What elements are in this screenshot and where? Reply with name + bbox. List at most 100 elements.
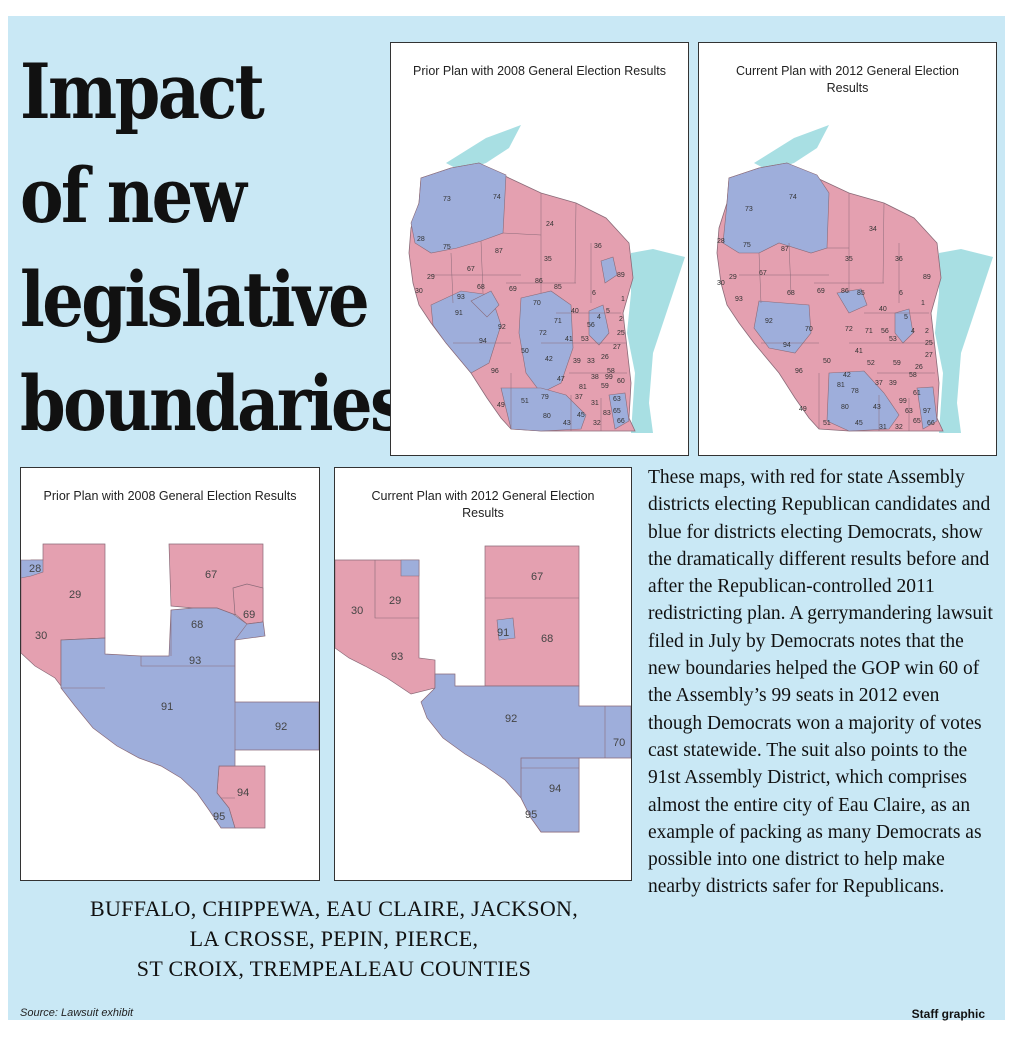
district-label: 69 xyxy=(243,609,255,621)
district-label: 26 xyxy=(601,354,609,361)
district-label: 58 xyxy=(909,372,917,379)
district-label: 29 xyxy=(69,589,81,601)
district-blue-green-bay xyxy=(600,256,618,284)
detail-map-current-labels: 29 30 93 67 91 68 92 70 94 95 xyxy=(351,571,625,821)
district-label: 29 xyxy=(389,595,401,607)
district-label: 2 xyxy=(619,316,623,323)
district-label: 56 xyxy=(881,328,889,335)
district-label: 28 xyxy=(29,563,41,575)
detail-map-prior-title: Prior Plan with 2008 General Election Re… xyxy=(43,489,297,503)
district-label: 73 xyxy=(443,196,451,203)
district-label: 43 xyxy=(873,404,881,411)
district-label: 89 xyxy=(617,272,625,279)
district-label: 68 xyxy=(787,290,795,297)
district-label: 29 xyxy=(427,274,435,281)
district-label: 39 xyxy=(573,358,581,365)
district-label: 70 xyxy=(805,326,813,333)
district-label: 25 xyxy=(617,330,625,337)
district-label: 96 xyxy=(795,368,803,375)
district-label: 71 xyxy=(554,318,562,325)
district-label: 38 xyxy=(591,374,599,381)
detail-map-prior: Prior Plan with 2008 General Election Re… xyxy=(20,467,320,881)
counties-line-2: LA CROSSE, PEPIN, PIERCE, xyxy=(189,926,479,951)
district-label: 30 xyxy=(351,605,363,617)
counties-line-1: BUFFALO, CHIPPEWA, EAU CLAIRE, JACKSON, xyxy=(90,896,578,921)
district-label: 27 xyxy=(925,352,933,359)
district-label: 59 xyxy=(601,383,609,390)
district-label: 30 xyxy=(717,280,725,287)
district-label: 67 xyxy=(205,569,217,581)
district-label: 68 xyxy=(191,619,203,631)
detail-map-current-svg: 29 30 93 67 91 68 92 70 94 95 xyxy=(335,545,631,833)
district-label: 92 xyxy=(505,713,517,725)
district-label: 61 xyxy=(913,390,921,397)
district-label: 68 xyxy=(477,284,485,291)
district-label: 42 xyxy=(545,356,553,363)
district-label: 26 xyxy=(915,364,923,371)
district-label: 32 xyxy=(895,424,903,431)
district-lines xyxy=(374,560,606,769)
district-label: 70 xyxy=(613,737,625,749)
district-label: 93 xyxy=(735,296,743,303)
detail-map-prior-svg: 28 29 30 67 68 69 93 91 92 94 95 xyxy=(21,543,319,829)
district-label: 49 xyxy=(497,402,505,409)
district-label: 1 xyxy=(921,300,925,307)
district-label: 83 xyxy=(603,410,611,417)
district-label: 47 xyxy=(557,376,565,383)
district-label: 93 xyxy=(189,655,201,667)
district-label: 68 xyxy=(541,633,553,645)
district-label: 73 xyxy=(745,206,753,213)
district-label: 58 xyxy=(607,368,615,375)
district-91 xyxy=(496,617,516,641)
state-map-current-svg: 74 73 34 28 75 87 36 29 67 35 89 30 93 6… xyxy=(716,125,993,433)
district-label: 71 xyxy=(865,328,873,335)
source-note: Source: Lawsuit exhibit xyxy=(20,1007,134,1019)
district-label: 41 xyxy=(855,348,863,355)
district-label: 35 xyxy=(544,256,552,263)
state-map-current-title: Current Plan with 2012 General Election … xyxy=(735,64,960,95)
district-label: 4 xyxy=(911,328,915,335)
district-blue-central xyxy=(518,290,574,394)
headline: Impact of new legislative boundaries xyxy=(20,40,407,456)
district-label: 96 xyxy=(491,368,499,375)
district-label: 36 xyxy=(895,256,903,263)
state-map-prior-labels: 73 74 24 36 28 75 87 29 67 35 89 30 93 6… xyxy=(415,194,625,427)
district-label: 85 xyxy=(554,284,562,291)
state-map-current: Current Plan with 2012 General Election … xyxy=(698,42,997,456)
district-label: 29 xyxy=(729,274,737,281)
district-label: 81 xyxy=(579,384,587,391)
district-label: 69 xyxy=(817,288,825,295)
district-label: 65 xyxy=(613,408,621,415)
district-label: 43 xyxy=(563,420,571,427)
lake-michigan xyxy=(935,249,993,433)
district-blue-western xyxy=(753,300,812,354)
district-lines xyxy=(739,193,935,431)
district-blue-lake-winnebago xyxy=(588,304,610,346)
district-label: 5 xyxy=(904,314,908,321)
district-label: 37 xyxy=(575,394,583,401)
district-blue-milwaukee xyxy=(916,386,938,430)
district-label: 91 xyxy=(497,627,509,639)
district-label: 91 xyxy=(455,310,463,317)
district-29-30-93 xyxy=(335,559,436,695)
district-label: 4 xyxy=(597,314,601,321)
district-blue-eau-claire xyxy=(470,290,500,318)
lake-michigan xyxy=(627,249,685,433)
district-label: 40 xyxy=(879,306,887,313)
district-label: 34 xyxy=(869,226,877,233)
district-label: 67 xyxy=(759,270,767,277)
district-label: 66 xyxy=(927,420,935,427)
counties-caption: BUFFALO, CHIPPEWA, EAU CLAIRE, JACKSON, … xyxy=(20,894,648,984)
district-label: 97 xyxy=(923,408,931,415)
district-label: 92 xyxy=(765,318,773,325)
district-label: 33 xyxy=(587,358,595,365)
district-label: 79 xyxy=(541,394,549,401)
district-label: 36 xyxy=(594,243,602,250)
district-label: 85 xyxy=(857,290,865,297)
district-label: 45 xyxy=(855,420,863,427)
district-label: 75 xyxy=(743,242,751,249)
detail-map-current-title: Current Plan with 2012 General Election … xyxy=(371,489,595,520)
district-label: 52 xyxy=(867,360,875,367)
district-label: 87 xyxy=(781,246,789,253)
detail-map-prior-labels: 28 29 30 67 68 69 93 91 92 94 95 xyxy=(29,563,287,823)
